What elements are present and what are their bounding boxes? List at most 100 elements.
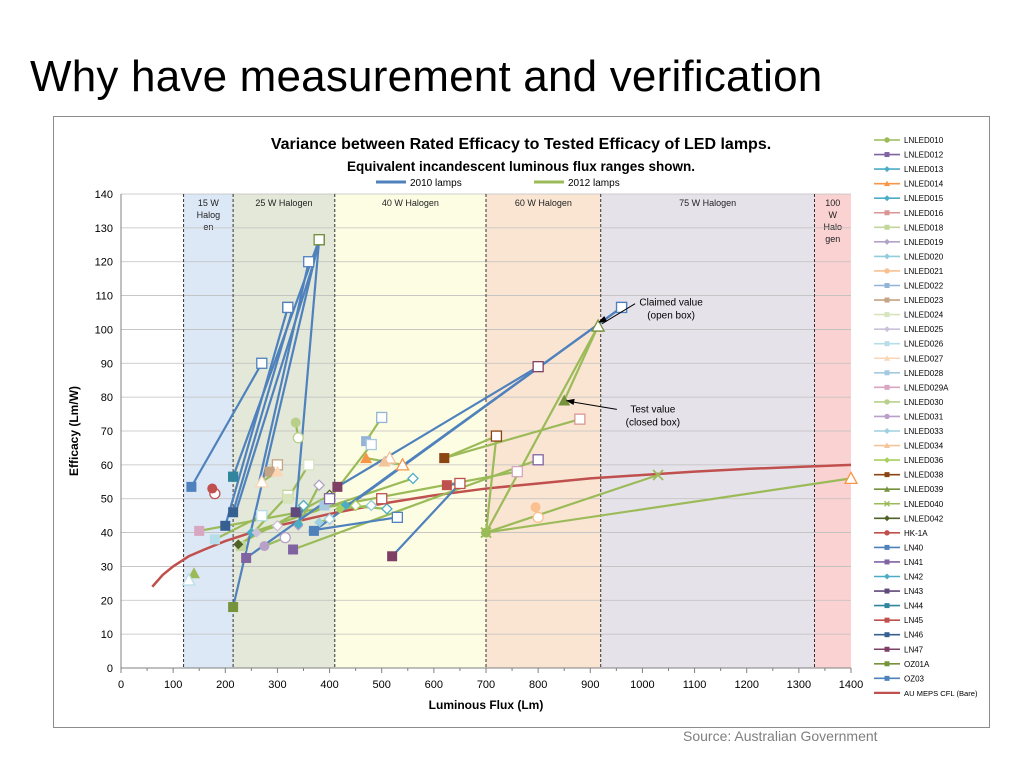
extra-segment (485, 477, 852, 534)
claimed-point-lnled036 (349, 499, 362, 512)
tested-point-ln47 (332, 481, 343, 492)
legend-marker-oz03 (884, 675, 890, 681)
segment-ln47 (336, 365, 539, 488)
legend-marker-lnled019 (884, 238, 890, 245)
claimed-point-oz01a (313, 234, 325, 246)
y-tick-label: 50 (101, 494, 113, 506)
tested-point-ln40 (186, 481, 197, 492)
legend-marker-oz01a (884, 661, 890, 667)
tested-point-ln41 (241, 552, 252, 563)
legend-label-ln47: LN47 (904, 645, 924, 654)
tested-point-hk-1a (207, 483, 218, 494)
efficacy-chart: Variance between Rated Efficacy to Teste… (67, 136, 978, 712)
legend-label-lnled042: LNLED042 (904, 514, 944, 523)
tested-point-ln46 (220, 520, 231, 531)
legend-label-ln46: LN46 (904, 631, 924, 640)
extra-segment (234, 261, 315, 513)
legend-marker-lnled030 (884, 399, 890, 405)
claimed-point-lnled020 (365, 499, 378, 512)
legend-marker-ln46 (884, 632, 890, 638)
y-tick-label: 120 (95, 257, 113, 269)
tested-point-lnled014 (360, 452, 373, 464)
legend-marker-ln40 (884, 544, 890, 550)
tested-point-lnled040 (480, 526, 492, 539)
chart-title: Variance between Rated Efficacy to Teste… (271, 136, 771, 153)
legend-label-lnled033: LNLED033 (904, 427, 944, 436)
extra-point (615, 301, 628, 314)
tested-point-lnled024 (282, 493, 293, 504)
tested-point-ln45 (441, 480, 452, 491)
band-label: gen (825, 234, 840, 244)
extra-segment (391, 482, 461, 558)
segment-oz01a (232, 239, 321, 608)
x-axis-label: Luminous Flux (Lm) (429, 698, 544, 712)
y-tick-label: 70 (101, 426, 113, 438)
y-tick-label: 110 (95, 291, 113, 303)
tested-point-lnled042 (233, 539, 244, 550)
legend-marker-lnled015 (884, 195, 890, 202)
legend-label-ln41: LN41 (904, 558, 924, 567)
band-label: W (829, 210, 838, 220)
annotation-arrow (569, 401, 617, 410)
claimed-point-lnled040 (652, 469, 664, 481)
tested-point-oz03 (308, 525, 319, 536)
tested-point-lnled028 (319, 500, 330, 511)
annotation-arrow (601, 303, 636, 325)
legend-marker-lnled031 (884, 413, 890, 420)
legend-label-ln45: LN45 (904, 616, 924, 625)
tested-point-lnled021 (530, 502, 541, 513)
claimed-point-lnled040-b (652, 469, 664, 481)
legend-label-lnled022: LNLED022 (904, 282, 944, 291)
legend-label-lnled040: LNLED040 (904, 500, 944, 509)
extra-segment (308, 516, 398, 532)
annotation-text: Test value (630, 404, 675, 415)
claimed-point-lnled031 (279, 531, 291, 544)
legend-marker-lnled013 (884, 166, 890, 173)
claimed-point-lnled021 (532, 511, 544, 523)
x-tick-label: 1000 (630, 679, 654, 691)
claimed-point-lnled015 (381, 502, 393, 515)
legend-label-lnled026: LNLED026 (904, 340, 944, 349)
x-tick-label: 1200 (734, 679, 758, 691)
x-tick-label: 1300 (787, 679, 811, 691)
band-label: 60 W Halogen (515, 198, 572, 208)
legend-label-hk-1a: HK-1A (904, 529, 928, 538)
legend-marker-lnled042 (884, 515, 890, 522)
legend-label-lnled024: LNLED024 (904, 311, 944, 320)
extra-point (181, 572, 196, 586)
claimed-point-ln41 (323, 493, 336, 505)
band-label: 40 W Halogen (382, 198, 439, 208)
legend-marker-lnled027 (884, 355, 890, 361)
claimed-point-lnled029a (511, 465, 523, 478)
legend-marker-lnled016 (884, 210, 890, 216)
tested-point-lnled025 (251, 527, 262, 538)
claimed-point-lnled038 (490, 430, 503, 442)
claimed-point-lnled013 (407, 472, 419, 485)
y-tick-label: 130 (95, 223, 113, 235)
claimed-point-lnled019 (313, 479, 326, 492)
legend-marker-lnled010 (884, 137, 890, 143)
x-tick-label: 700 (477, 679, 495, 691)
tested-point-lnled034 (378, 455, 391, 467)
claimed-point-lnled039 (591, 318, 606, 332)
y-tick-label: 100 (95, 324, 113, 336)
source-note: Source: Australian Government (683, 728, 878, 744)
extra-segment (485, 325, 600, 534)
legend-label-lnled038: LNLED038 (904, 471, 944, 480)
segment-ln46 (224, 307, 289, 527)
segment-lnled040 (485, 473, 659, 534)
extra-segment (232, 307, 295, 513)
segment-lnled016 (443, 418, 581, 460)
annotation-arrowhead (565, 398, 575, 406)
legend-marker-lnled036 (884, 457, 890, 464)
annotation-text: (closed box) (626, 417, 680, 428)
legend-label-lnled025: LNLED025 (904, 325, 944, 334)
x-tick-label: 900 (581, 679, 599, 691)
legend-marker-lnled039 (884, 486, 890, 492)
claimed-point-ln45 (454, 477, 466, 490)
legend-marker-lnled038 (884, 472, 890, 478)
x-tick-label: 0 (118, 679, 124, 691)
legend-marker-lnled024 (884, 312, 890, 318)
legend-label-lnled029a: LNLED029A (904, 383, 949, 392)
legend-label-lnled028: LNLED028 (904, 369, 944, 378)
